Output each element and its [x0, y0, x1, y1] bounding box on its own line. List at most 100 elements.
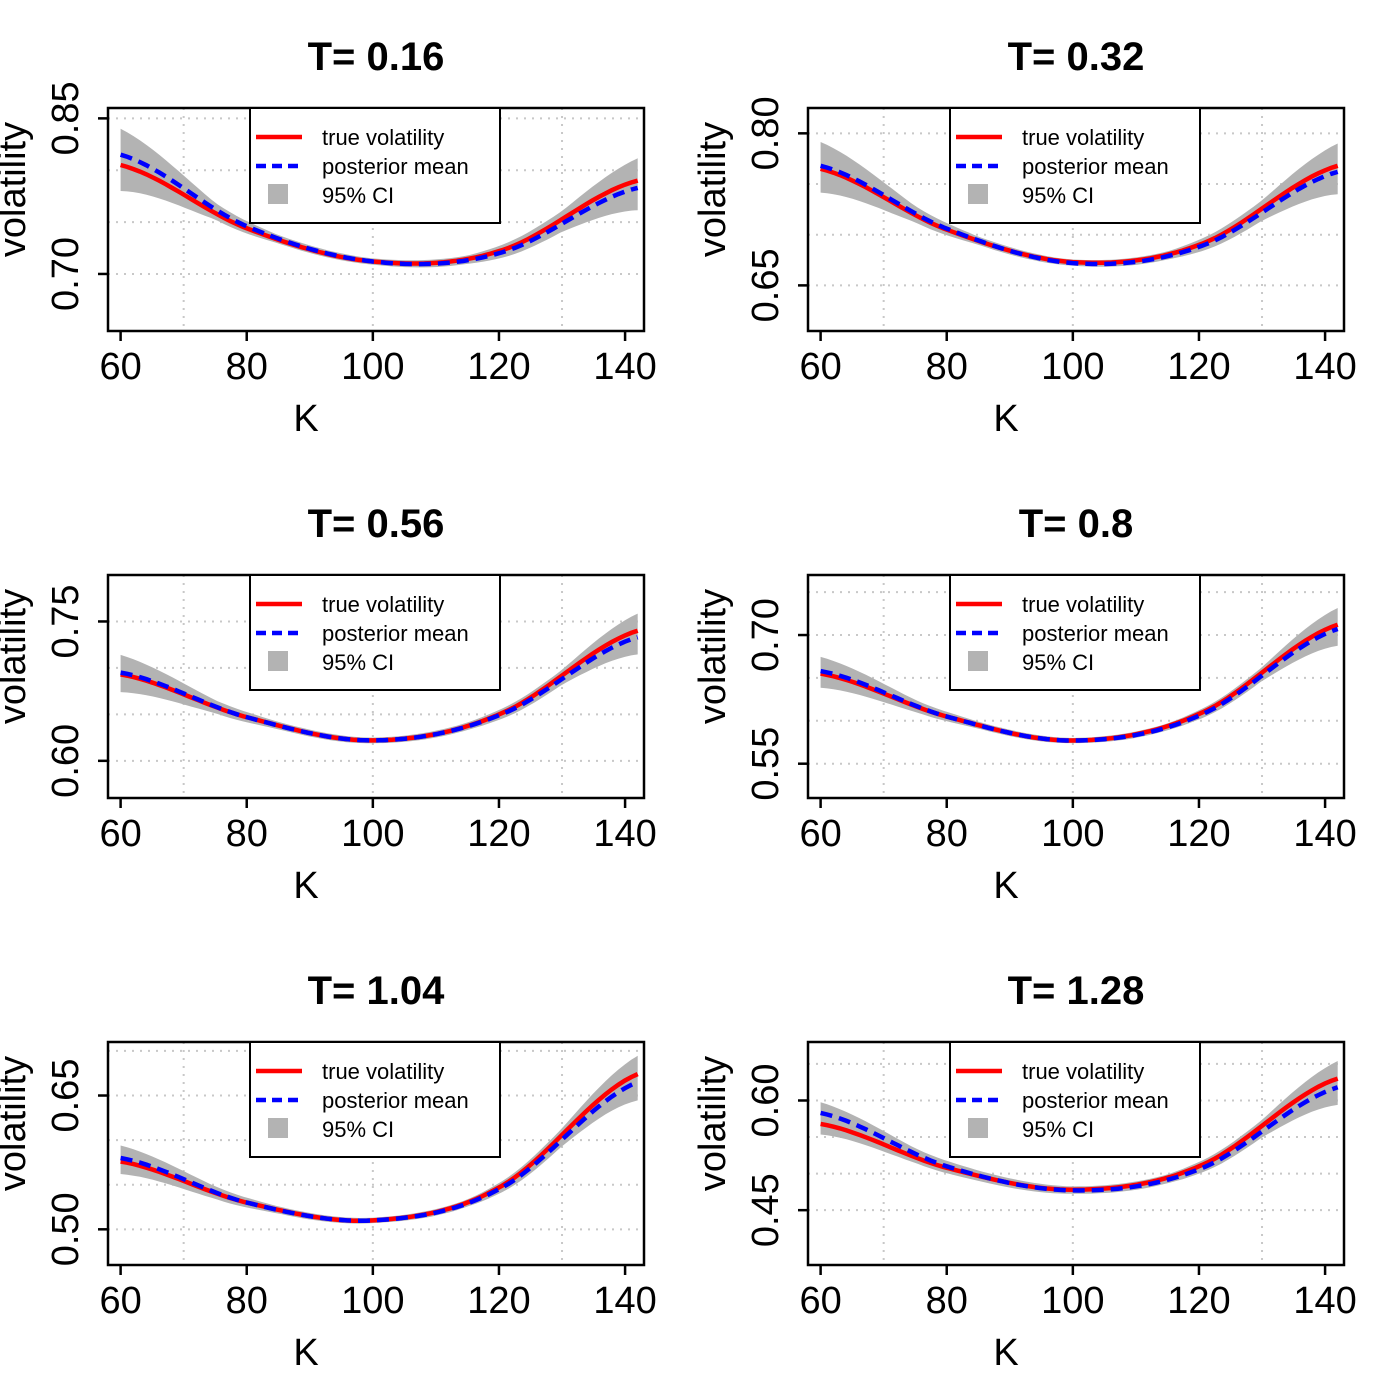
y-axis: 0.45 0.60 volatility — [692, 1056, 808, 1247]
x-tick-label: 120 — [1167, 1280, 1230, 1322]
x-axis: 60 80 100 120 140 K — [99, 1265, 657, 1374]
legend: true volatility posterior mean 95% CI — [949, 574, 1201, 691]
posterior-mean-line — [820, 1085, 1339, 1193]
panel-3: T= 0.56 60 80 100 120 140 K 0.60 0.75 volatility t… — [0, 502, 657, 907]
x-tick-label: 60 — [799, 813, 841, 855]
legend-true-label: true volatility — [322, 592, 444, 617]
y-tick-label: 0.65 — [745, 248, 787, 322]
legend-ci-swatch — [268, 651, 288, 671]
y-axis: 0.70 0.85 volatility — [0, 81, 108, 311]
legend-ci-label: 95% CI — [322, 1117, 394, 1142]
x-tick-label: 100 — [341, 813, 404, 855]
x-tick-label: 60 — [799, 346, 841, 388]
legend-true-label: true volatility — [322, 125, 444, 150]
legend-ci-swatch — [968, 651, 988, 671]
x-tick-label: 100 — [341, 1280, 404, 1322]
legend-posterior-label: posterior mean — [1022, 154, 1169, 179]
grid-lines — [108, 108, 644, 331]
legend-ci-label: 95% CI — [322, 183, 394, 208]
y-axis: 0.65 0.80 volatility — [692, 96, 808, 322]
panel-title: T= 0.8 — [1019, 502, 1134, 546]
x-tick-label: 60 — [99, 1280, 141, 1322]
x-axis-label: K — [293, 398, 318, 440]
x-axis-label: K — [993, 865, 1018, 907]
x-tick-label: 60 — [99, 346, 141, 388]
legend: true volatility posterior mean 95% CI — [249, 574, 501, 691]
x-tick-label: 100 — [1041, 1280, 1104, 1322]
y-tick-label: 0.65 — [45, 1059, 87, 1133]
y-axis: 0.50 0.65 volatility — [0, 1056, 108, 1266]
ci-band — [820, 142, 1338, 267]
y-axis-label: volatility — [692, 1056, 734, 1191]
x-axis-label: K — [293, 865, 318, 907]
panel-title: T= 0.32 — [1008, 35, 1145, 79]
legend-posterior-label: posterior mean — [322, 1088, 469, 1113]
legend-posterior-label: posterior mean — [322, 621, 469, 646]
x-axis-label: K — [993, 398, 1018, 440]
y-tick-label: 0.75 — [45, 584, 87, 658]
legend: true volatility posterior mean 95% CI — [949, 107, 1201, 224]
panel-6: T= 1.28 60 80 100 120 140 K 0.45 0.60 volatility t… — [692, 969, 1357, 1374]
x-axis-label: K — [293, 1332, 318, 1374]
x-tick-label: 140 — [1293, 1280, 1356, 1322]
y-axis-label: volatility — [0, 1056, 34, 1191]
legend-ci-label: 95% CI — [322, 650, 394, 675]
x-tick-label: 80 — [926, 1280, 968, 1322]
y-axis: 0.60 0.75 volatility — [0, 584, 108, 798]
panel-1: T= 0.16 60 80 100 120 140 K 0.70 0.85 volatility t… — [0, 35, 657, 440]
y-tick-label: 0.60 — [745, 1064, 787, 1138]
x-tick-label: 140 — [593, 1280, 656, 1322]
legend-ci-label: 95% CI — [1022, 650, 1094, 675]
y-tick-label: 0.45 — [745, 1173, 787, 1247]
panel-title: T= 0.56 — [308, 502, 445, 546]
legend-posterior-label: posterior mean — [322, 154, 469, 179]
x-tick-label: 140 — [1293, 346, 1356, 388]
panel-title: T= 0.16 — [308, 35, 445, 79]
legend-ci-swatch — [968, 1118, 988, 1138]
y-axis-label: volatility — [692, 122, 734, 257]
y-tick-label: 0.55 — [745, 727, 787, 801]
legend-ci-swatch — [268, 1118, 288, 1138]
grid-lines — [808, 1042, 1344, 1265]
posterior-mean-line — [119, 152, 639, 267]
x-tick-label: 80 — [926, 813, 968, 855]
posterior-mean-line — [120, 635, 639, 743]
legend: true volatility posterior mean 95% CI — [249, 1041, 501, 1158]
y-tick-label: 0.80 — [745, 96, 787, 170]
x-axis: 60 80 100 120 140 K — [799, 1265, 1357, 1374]
legend-ci-swatch — [968, 184, 988, 204]
y-axis-label: volatility — [0, 589, 34, 724]
y-tick-label: 0.70 — [45, 237, 87, 311]
x-tick-label: 100 — [1041, 346, 1104, 388]
x-tick-label: 100 — [341, 346, 404, 388]
x-tick-label: 120 — [467, 1280, 530, 1322]
true-volatility-line — [119, 162, 639, 266]
x-tick-label: 60 — [799, 1280, 841, 1322]
x-tick-label: 120 — [467, 813, 530, 855]
y-tick-label: 0.60 — [45, 724, 87, 798]
legend-ci-label: 95% CI — [1022, 1117, 1094, 1142]
x-axis: 60 80 100 120 140 K — [799, 331, 1357, 440]
x-tick-label: 120 — [1167, 346, 1230, 388]
legend-true-label: true volatility — [1022, 592, 1144, 617]
panel-5: T= 1.04 60 80 100 120 140 K 0.50 0.65 volatility t… — [0, 969, 657, 1374]
y-axis-label: volatility — [692, 589, 734, 724]
y-tick-label: 0.70 — [745, 598, 787, 672]
posterior-mean-line — [820, 626, 1339, 743]
panel-2: T= 0.32 60 80 100 120 140 K 0.65 0.80 volatility t… — [692, 35, 1357, 440]
legend-true-label: true volatility — [1022, 1059, 1144, 1084]
x-tick-label: 80 — [926, 346, 968, 388]
panel-title: T= 1.04 — [308, 969, 446, 1013]
x-tick-label: 80 — [226, 813, 268, 855]
legend-true-label: true volatility — [322, 1059, 444, 1084]
x-axis-label: K — [993, 1332, 1018, 1374]
x-tick-label: 140 — [593, 813, 656, 855]
x-tick-label: 140 — [593, 346, 656, 388]
x-axis: 60 80 100 120 140 K — [99, 331, 657, 440]
x-tick-label: 60 — [99, 813, 141, 855]
legend: true volatility posterior mean 95% CI — [949, 1041, 1201, 1158]
y-tick-label: 0.85 — [45, 81, 87, 155]
legend-ci-label: 95% CI — [1022, 183, 1094, 208]
legend-posterior-label: posterior mean — [1022, 1088, 1169, 1113]
